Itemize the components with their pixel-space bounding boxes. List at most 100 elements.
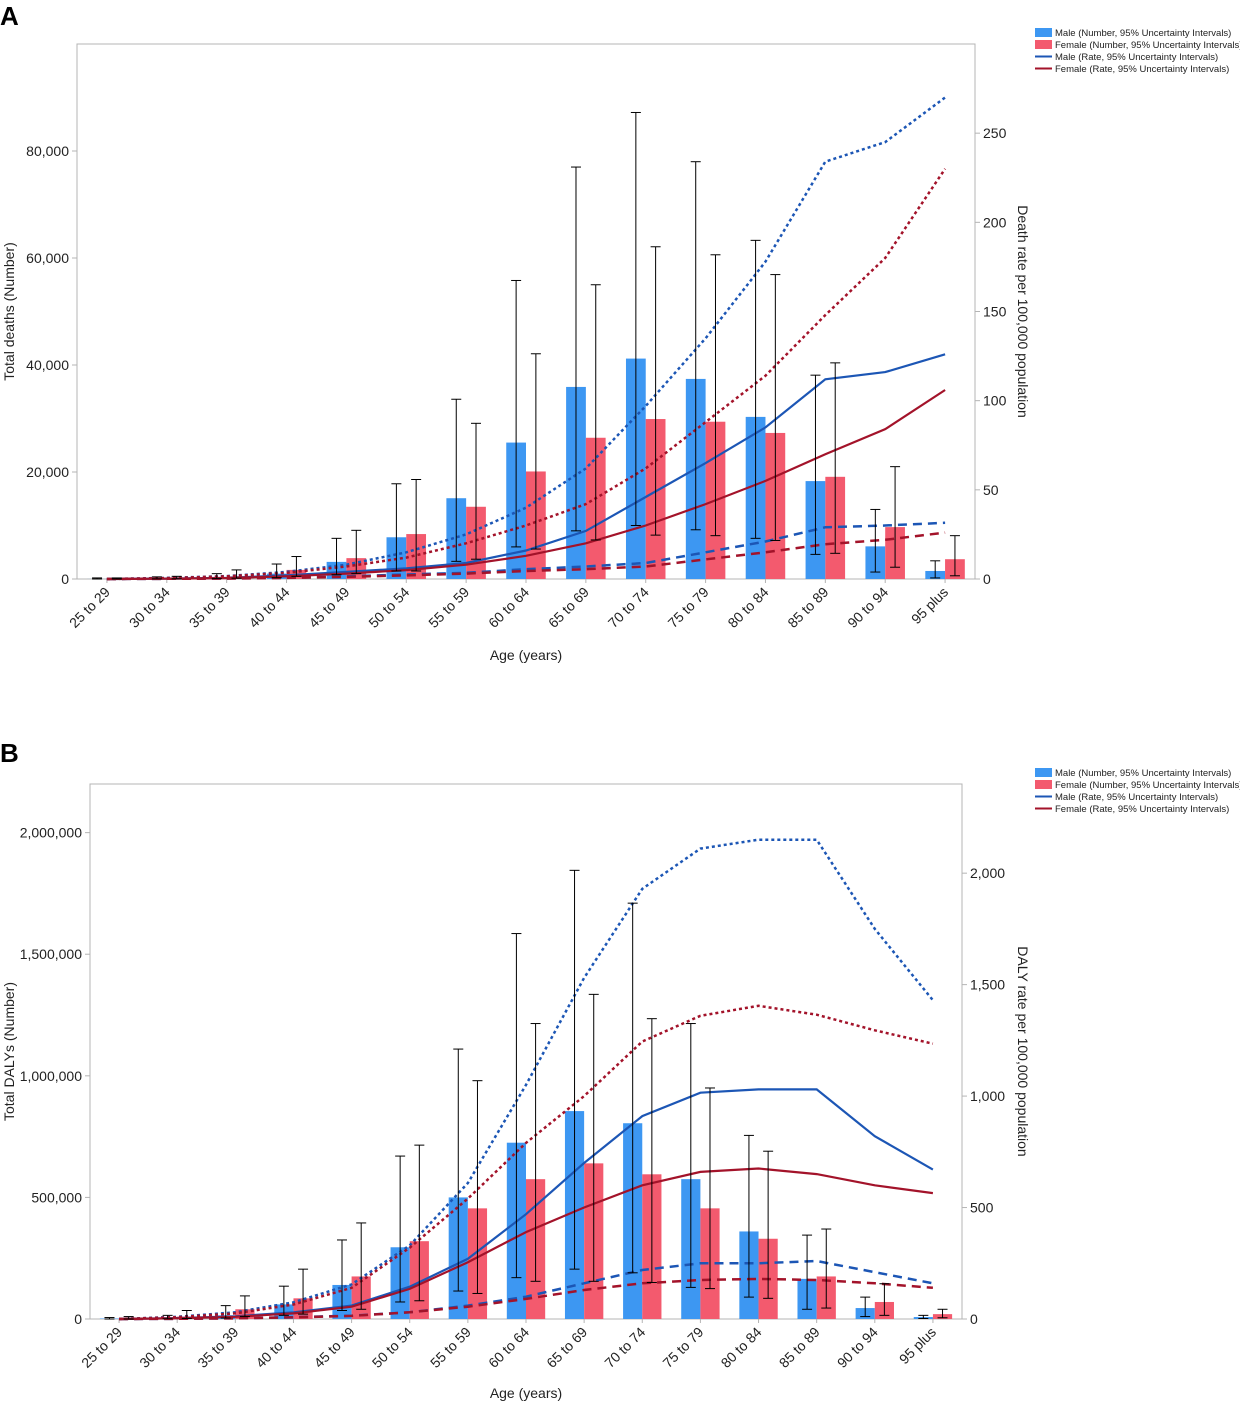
female-error-bar	[411, 478, 422, 572]
x-tick-label: 50 to 54	[365, 584, 412, 631]
x-tick-label: 40 to 44	[246, 584, 293, 631]
male-error-bar	[511, 933, 522, 1279]
female-error-bar	[123, 1316, 134, 1320]
male-error-bar	[860, 1296, 871, 1318]
x-tick-label: 55 to 59	[427, 1324, 474, 1371]
x-tick-label: 25 to 29	[78, 1324, 125, 1371]
y-tick-label: 500,000	[31, 1189, 82, 1205]
y2-tick-label: 1,500	[970, 977, 1005, 993]
male-error-bar	[870, 508, 881, 573]
x-tick-label: 50 to 54	[369, 1324, 416, 1371]
female-error-bar	[890, 466, 901, 568]
female-error-bar	[231, 569, 242, 579]
x-tick-label: 40 to 44	[252, 1324, 299, 1371]
male-error-bar	[271, 563, 282, 579]
female-error-bar	[530, 1023, 541, 1282]
female-error-bar	[356, 1222, 367, 1310]
x-tick-label: 90 to 94	[834, 1324, 881, 1371]
y2-tick-label: 50	[983, 482, 999, 498]
x-tick-label: 55 to 59	[425, 584, 472, 631]
female-rate-upper-line	[106, 168, 947, 581]
x-tick-label: 90 to 94	[844, 584, 891, 631]
female-error-bar	[704, 1087, 715, 1290]
x-tick-label: 60 to 64	[485, 584, 532, 631]
y-tick-label: 40,000	[26, 357, 69, 373]
panel-a: A 0 20,000 40,000 60,000 80,000 0 50 100 150 200 2…	[0, 1, 1240, 663]
female-error-bar	[471, 422, 482, 560]
male-error-bar	[810, 374, 821, 555]
legend-label-male-number: Male (Number, 95% Uncertainty Intervals)	[1055, 768, 1231, 779]
panel-b-x-axis-title: Age (years)	[490, 1385, 562, 1401]
legend-label-female-number: Female (Number, 95% Uncertainty Interval…	[1055, 40, 1240, 51]
panel-b-y-axis-title: Total DALYs (Number)	[1, 982, 17, 1121]
y2-tick-label: 150	[983, 304, 1007, 320]
male-error-bar	[743, 1134, 754, 1298]
male-error-bar	[331, 537, 342, 576]
panel-a-label: A	[0, 1, 19, 31]
legend-label-male-rate: Male (Rate, 95% Uncertainty Intervals)	[1055, 792, 1218, 803]
x-tick-label: 80 to 84	[724, 584, 771, 631]
female-error-bar	[588, 993, 599, 1282]
female-error-bar	[879, 1283, 890, 1316]
male-error-bar	[151, 576, 162, 580]
male-error-bar	[395, 1155, 406, 1303]
female-error-bar	[949, 535, 960, 577]
legend-label-female-rate: Female (Rate, 95% Uncertainty Intervals)	[1055, 64, 1229, 75]
female-error-bar	[472, 1080, 483, 1294]
panel-b: B 0 500,000 1,000,000 1,500,000 2,000,000 0 50…	[0, 738, 1240, 1401]
female-error-bar	[770, 274, 781, 541]
y2-tick-label: 100	[983, 393, 1007, 409]
female-rate-line	[119, 1167, 934, 1321]
female-error-bar	[530, 353, 541, 550]
y-tick-label: 0	[74, 1311, 82, 1327]
male-error-bar	[162, 1314, 173, 1320]
y-tick-label: 1,000,000	[20, 1068, 82, 1084]
female-rate-upper-line	[119, 1004, 934, 1321]
x-tick-label: 35 to 39	[194, 1324, 241, 1371]
legend-swatch-male-number	[1035, 28, 1052, 37]
male-error-bar	[569, 869, 580, 1270]
y-tick-label: 1,500,000	[20, 946, 82, 962]
y-tick-label: 20,000	[26, 464, 69, 480]
male-error-bar	[104, 1317, 115, 1320]
legend-label-male-rate: Male (Rate, 95% Uncertainty Intervals)	[1055, 52, 1218, 63]
y2-tick-label: 250	[983, 125, 1007, 141]
male-error-bar	[802, 1234, 813, 1310]
female-error-bar	[298, 1268, 309, 1315]
y2-tick-label: 2,000	[970, 865, 1005, 881]
female-error-bar	[181, 1309, 192, 1320]
female-error-bar	[710, 254, 721, 537]
x-tick-label: 75 to 79	[665, 584, 712, 631]
male-error-bar	[918, 1314, 929, 1320]
female-error-bar	[171, 575, 182, 580]
female-error-bar	[821, 1228, 832, 1309]
x-tick-label: 95 plus	[896, 1324, 939, 1367]
male-error-bar	[220, 1305, 231, 1319]
x-tick-label: 80 to 84	[718, 1324, 765, 1371]
female-error-bar	[937, 1308, 948, 1319]
x-tick-label: 30 to 34	[126, 584, 173, 631]
female-error-bar	[414, 1144, 425, 1302]
male-error-bar	[451, 398, 462, 562]
x-tick-label: 95 plus	[908, 584, 951, 627]
x-tick-label: 45 to 49	[305, 584, 352, 631]
female-error-bar	[763, 1150, 774, 1299]
male-error-bar	[453, 1048, 464, 1292]
x-tick-label: 25 to 29	[66, 584, 113, 631]
panel-b-label: B	[0, 738, 19, 768]
male-error-bar	[930, 560, 941, 579]
y2-tick-label: 0	[970, 1311, 978, 1327]
legend-swatch-female-number	[1035, 40, 1052, 49]
x-tick-label: 85 to 89	[784, 584, 831, 631]
female-rate-line	[106, 389, 946, 581]
y-tick-label: 0	[61, 571, 69, 587]
male-error-bar	[630, 111, 641, 526]
panel-a-plot-area: 0 20,000 40,000 60,000 80,000 0 50 100 150 200 250…	[26, 43, 1007, 631]
panel-b-right-axis-title: DALY rate per 100,000 population	[1015, 946, 1031, 1156]
male-error-bar	[92, 577, 103, 580]
legend-swatch-female-number	[1035, 780, 1052, 789]
female-error-bar	[646, 1018, 657, 1284]
y-tick-label: 80,000	[26, 143, 69, 159]
male-error-bar	[627, 902, 638, 1274]
